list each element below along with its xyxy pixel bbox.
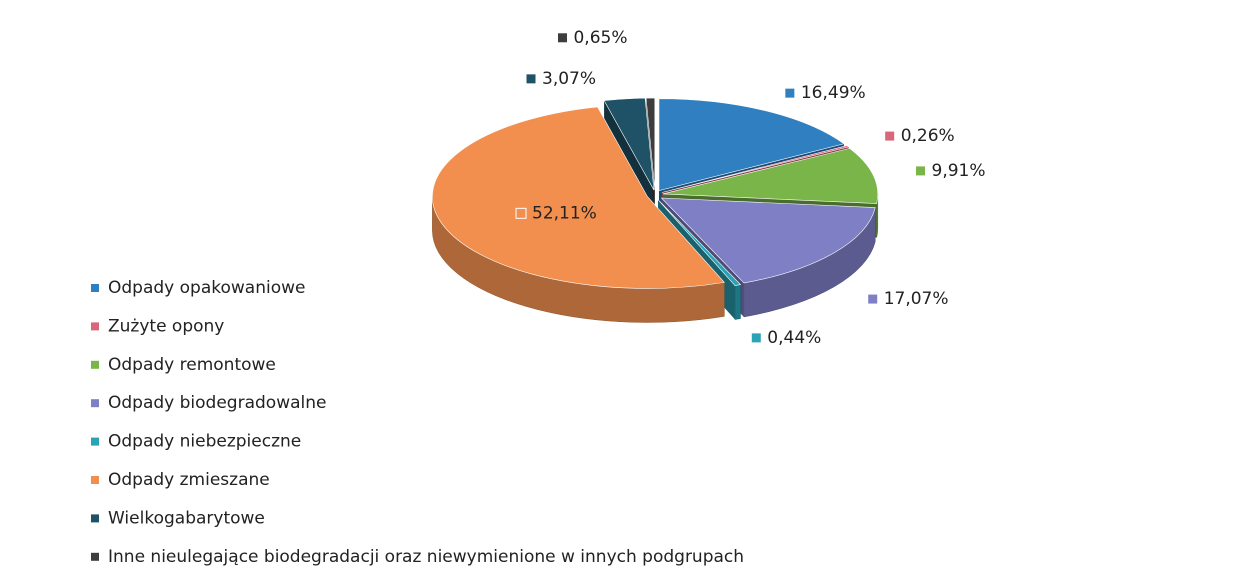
legend-label: Wielkogabarytowe <box>108 508 265 528</box>
data-label: 0,26% <box>901 126 955 146</box>
legend-label: Inne nieulegające biodegradacji oraz nie… <box>108 547 744 567</box>
slice <box>645 97 656 191</box>
slice <box>662 148 879 204</box>
data-label: 17,07% <box>884 289 949 309</box>
slice <box>658 98 845 192</box>
legend-marker <box>91 514 99 523</box>
legend-label: Odpady niebezpieczne <box>108 432 301 452</box>
label-marker <box>556 32 568 44</box>
legend-label: Zużyte opony <box>108 316 224 336</box>
label-marker <box>884 130 896 142</box>
slice <box>603 97 655 191</box>
data-label: 52,11% <box>532 203 597 223</box>
data-label: 16,49% <box>801 83 866 103</box>
data-label: 9,91% <box>932 161 986 181</box>
slice <box>660 197 876 284</box>
legend-marker <box>91 284 99 292</box>
slice <box>432 106 725 289</box>
label-marker <box>750 332 762 344</box>
data-label: 0,44% <box>767 328 821 348</box>
legend-marker <box>91 360 99 369</box>
legend-marker <box>91 322 99 331</box>
legend-label: Odpady opakowaniowe <box>108 278 305 298</box>
legend-label: Odpady remontowe <box>108 355 276 375</box>
slice <box>657 199 742 286</box>
legend-marker <box>91 476 99 484</box>
slice-side <box>734 284 741 320</box>
slice <box>661 145 850 193</box>
label-marker <box>915 165 927 177</box>
legend-marker <box>91 552 99 561</box>
label-marker <box>515 207 527 219</box>
legend-marker <box>91 399 99 408</box>
legend-marker <box>91 437 99 446</box>
data-label: 3,07% <box>542 69 596 89</box>
legend-label: Odpady zmieszane <box>108 470 270 490</box>
label-marker <box>525 73 537 85</box>
legend-label: Odpady biodegradowalne <box>108 393 326 413</box>
label-marker <box>784 87 796 99</box>
data-label: 0,65% <box>573 28 627 48</box>
label-marker <box>867 293 879 305</box>
